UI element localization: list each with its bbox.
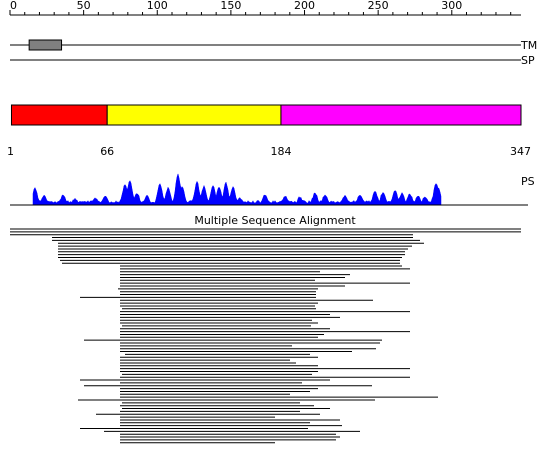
ruler-tick-label: 250	[368, 0, 389, 12]
tm-track: TM	[10, 39, 537, 52]
ruler-minor-ticks	[9, 10, 512, 15]
ruler-tick-label: 200	[294, 0, 315, 12]
tm-segments	[28, 39, 63, 51]
ruler-tick-label: 100	[147, 0, 168, 12]
sp-track: SP	[10, 54, 535, 67]
tm-helix-segment	[28, 39, 63, 51]
ps-profile-area	[32, 173, 442, 206]
tm-track-label: TM	[520, 39, 537, 52]
ruler-tick-label: 50	[77, 0, 91, 12]
domain-boundary-label: 184	[270, 145, 291, 158]
domain-segment	[106, 104, 282, 126]
ruler-tick-label: 300	[441, 0, 462, 12]
msa-alignment-lines	[10, 228, 521, 444]
ruler-tick-labels: 0 50 100 150 200 250 300	[10, 0, 462, 12]
domain-boundary-labels: 1 66 184 347	[7, 145, 531, 158]
ruler-tick-label: 150	[220, 0, 241, 12]
domain-boundary-label: 347	[510, 145, 531, 158]
domain-boundary-label: 1	[7, 145, 14, 158]
ruler-tick-label: 0	[10, 0, 17, 12]
ps-profile: PS	[10, 173, 535, 206]
domain-segment	[10, 104, 108, 126]
domain-bar	[10, 104, 522, 126]
domain-boundary-label: 66	[100, 145, 114, 158]
position-ruler: 0 50 100 150 200 250 300	[9, 0, 521, 16]
msa-title: Multiple Sequence Alignment	[194, 214, 356, 227]
domain-segment	[280, 104, 522, 126]
sp-track-label: SP	[521, 54, 535, 67]
ps-label: PS	[521, 175, 535, 188]
